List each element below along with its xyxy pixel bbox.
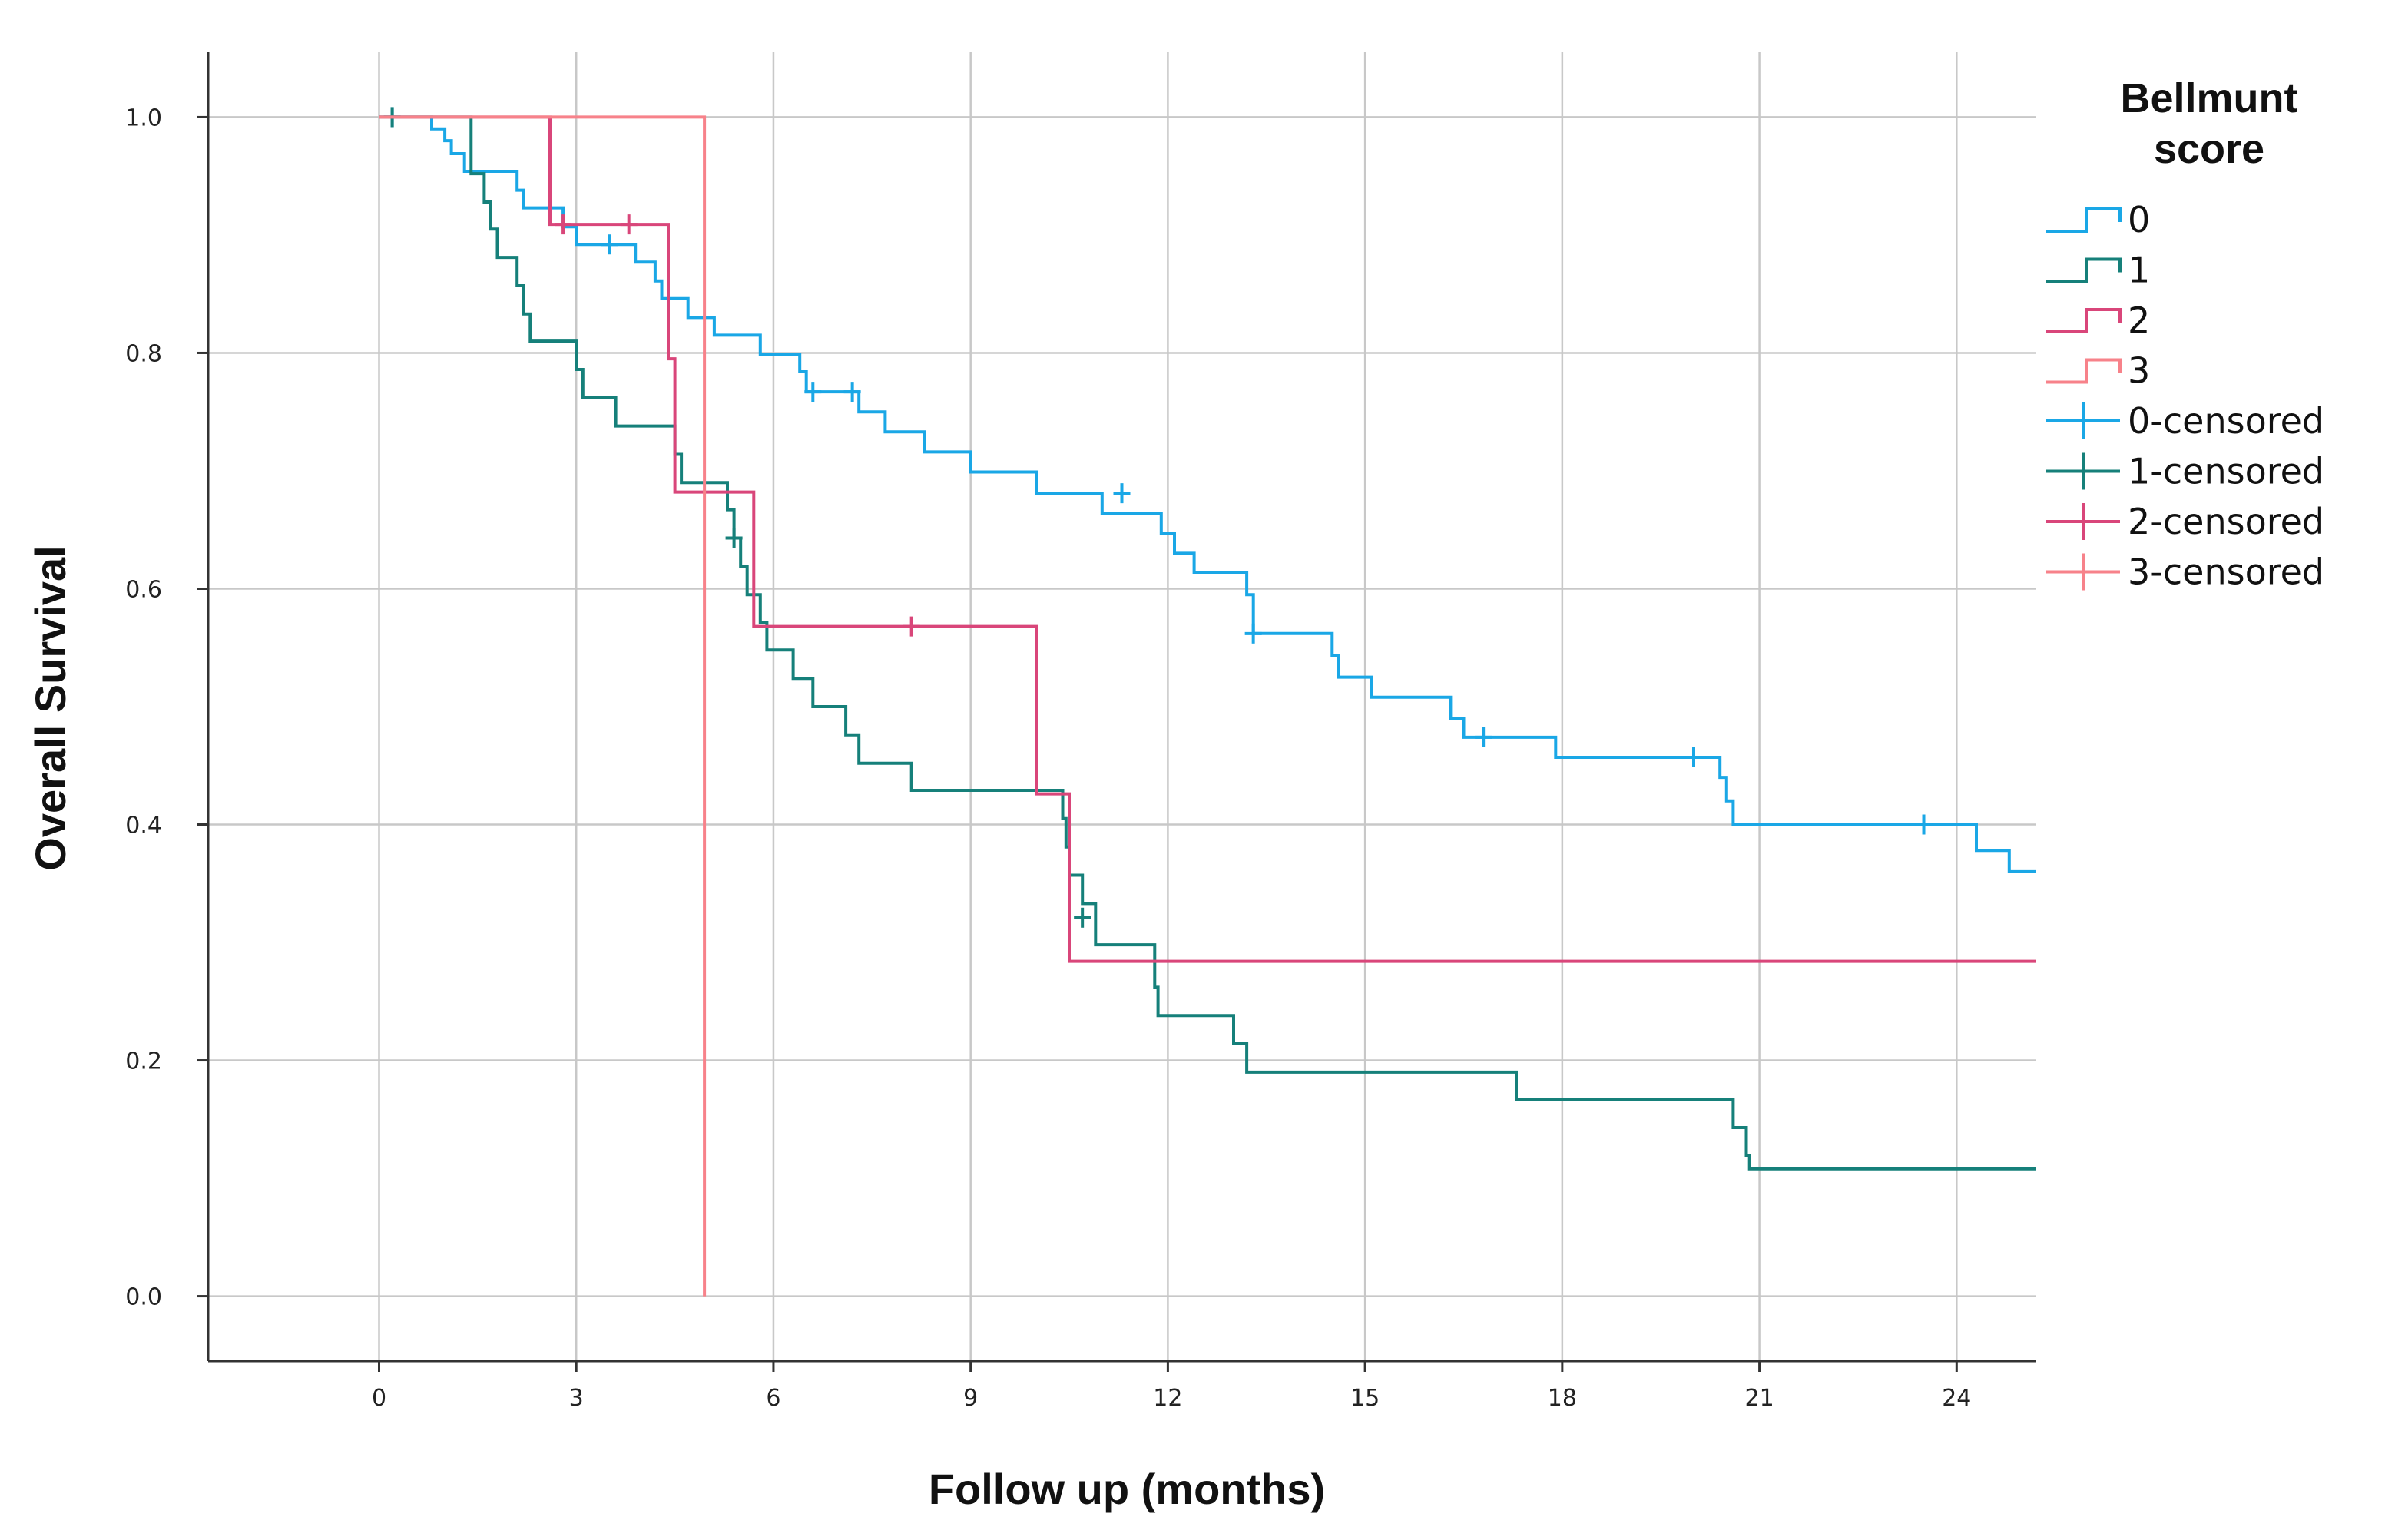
censor-mark-0 [1244, 623, 1262, 644]
legend-label: 2-censored [2128, 501, 2324, 542]
legend-title-line-1: Bellmunt [2120, 75, 2297, 121]
legend-swatch-step [2046, 358, 2122, 384]
y-axis-title: Overall Survival [26, 545, 75, 870]
y-tick-label: 0.0 [125, 1284, 162, 1311]
censor-mark-0 [1915, 814, 1933, 835]
y-tick-label: 1.0 [125, 104, 162, 131]
legend-swatch-step [2046, 257, 2122, 283]
legend-item-3-censored: 3-censored [2046, 551, 2324, 593]
y-tick-label: 0.4 [125, 813, 162, 840]
legend-title-line-2: score [2154, 126, 2264, 172]
x-axis-title: Follow up (months) [929, 1465, 1325, 1513]
legend-swatch-step [2046, 207, 2122, 233]
censor-mark-0 [1685, 747, 1703, 768]
legend-label: 0-censored [2128, 400, 2324, 442]
legend-item-1-censored: 1-censored [2046, 451, 2324, 492]
legend-item-1: 1 [2046, 250, 2150, 291]
legend-item-3: 3 [2046, 350, 2150, 392]
survival-curve-3 [379, 115, 707, 1297]
x-tick-label: 9 [963, 1385, 978, 1412]
legend-label: 1 [2128, 250, 2150, 291]
x-tick-label: 18 [1548, 1385, 1577, 1412]
x-tick-label: 3 [569, 1385, 584, 1412]
y-tick-label: 0.8 [125, 340, 162, 367]
legend-item-0-censored: 0-censored [2046, 400, 2324, 442]
legend: Bellmunt score 0 1 2 3 0-censored 1-censored 2… [2046, 75, 2324, 593]
y-tick-label: 0.6 [125, 576, 162, 603]
censor-mark-2 [620, 214, 638, 235]
legend-label: 0 [2128, 199, 2150, 240]
censor-mark-0 [1475, 727, 1492, 747]
censor-mark-2 [903, 616, 920, 637]
legend-label: 1-censored [2128, 451, 2324, 492]
survival-curve-1 [379, 115, 2036, 1171]
grid-lines [208, 52, 2036, 1361]
censor-mark-0 [1113, 483, 1131, 504]
legend-label: 3 [2128, 350, 2150, 392]
legend-item-0: 0 [2046, 199, 2150, 240]
censor-mark-1 [1074, 907, 1091, 928]
censor-mark-0 [843, 382, 861, 402]
legend-item-2: 2 [2046, 300, 2150, 341]
legend-items: 0 1 2 3 0-censored 1-censored 2-censored 3-cens… [2046, 199, 2324, 593]
legend-label: 3-censored [2128, 551, 2324, 593]
censor-mark-2 [555, 214, 572, 235]
y-tick-label: 0.2 [125, 1048, 162, 1075]
survival-curves [379, 107, 2036, 1297]
censor-mark-1 [725, 528, 743, 548]
x-tick-label: 0 [372, 1385, 386, 1412]
x-tick-label: 21 [1744, 1385, 1774, 1412]
x-tick-label: 12 [1153, 1385, 1182, 1412]
legend-swatch-step [2046, 308, 2122, 333]
x-tick-label: 24 [1942, 1385, 1971, 1412]
legend-label: 2 [2128, 300, 2150, 341]
x-tick-label: 6 [766, 1385, 780, 1412]
censor-mark-0 [601, 234, 618, 255]
legend-item-2-censored: 2-censored [2046, 501, 2324, 542]
x-tick-label: 15 [1350, 1385, 1380, 1412]
axes: 0 3 6 9 12 15 18 21 24 0.0 0.2 0.4 0.6 0.8 1.0 [125, 52, 2036, 1412]
censor-mark-0 [804, 382, 822, 402]
